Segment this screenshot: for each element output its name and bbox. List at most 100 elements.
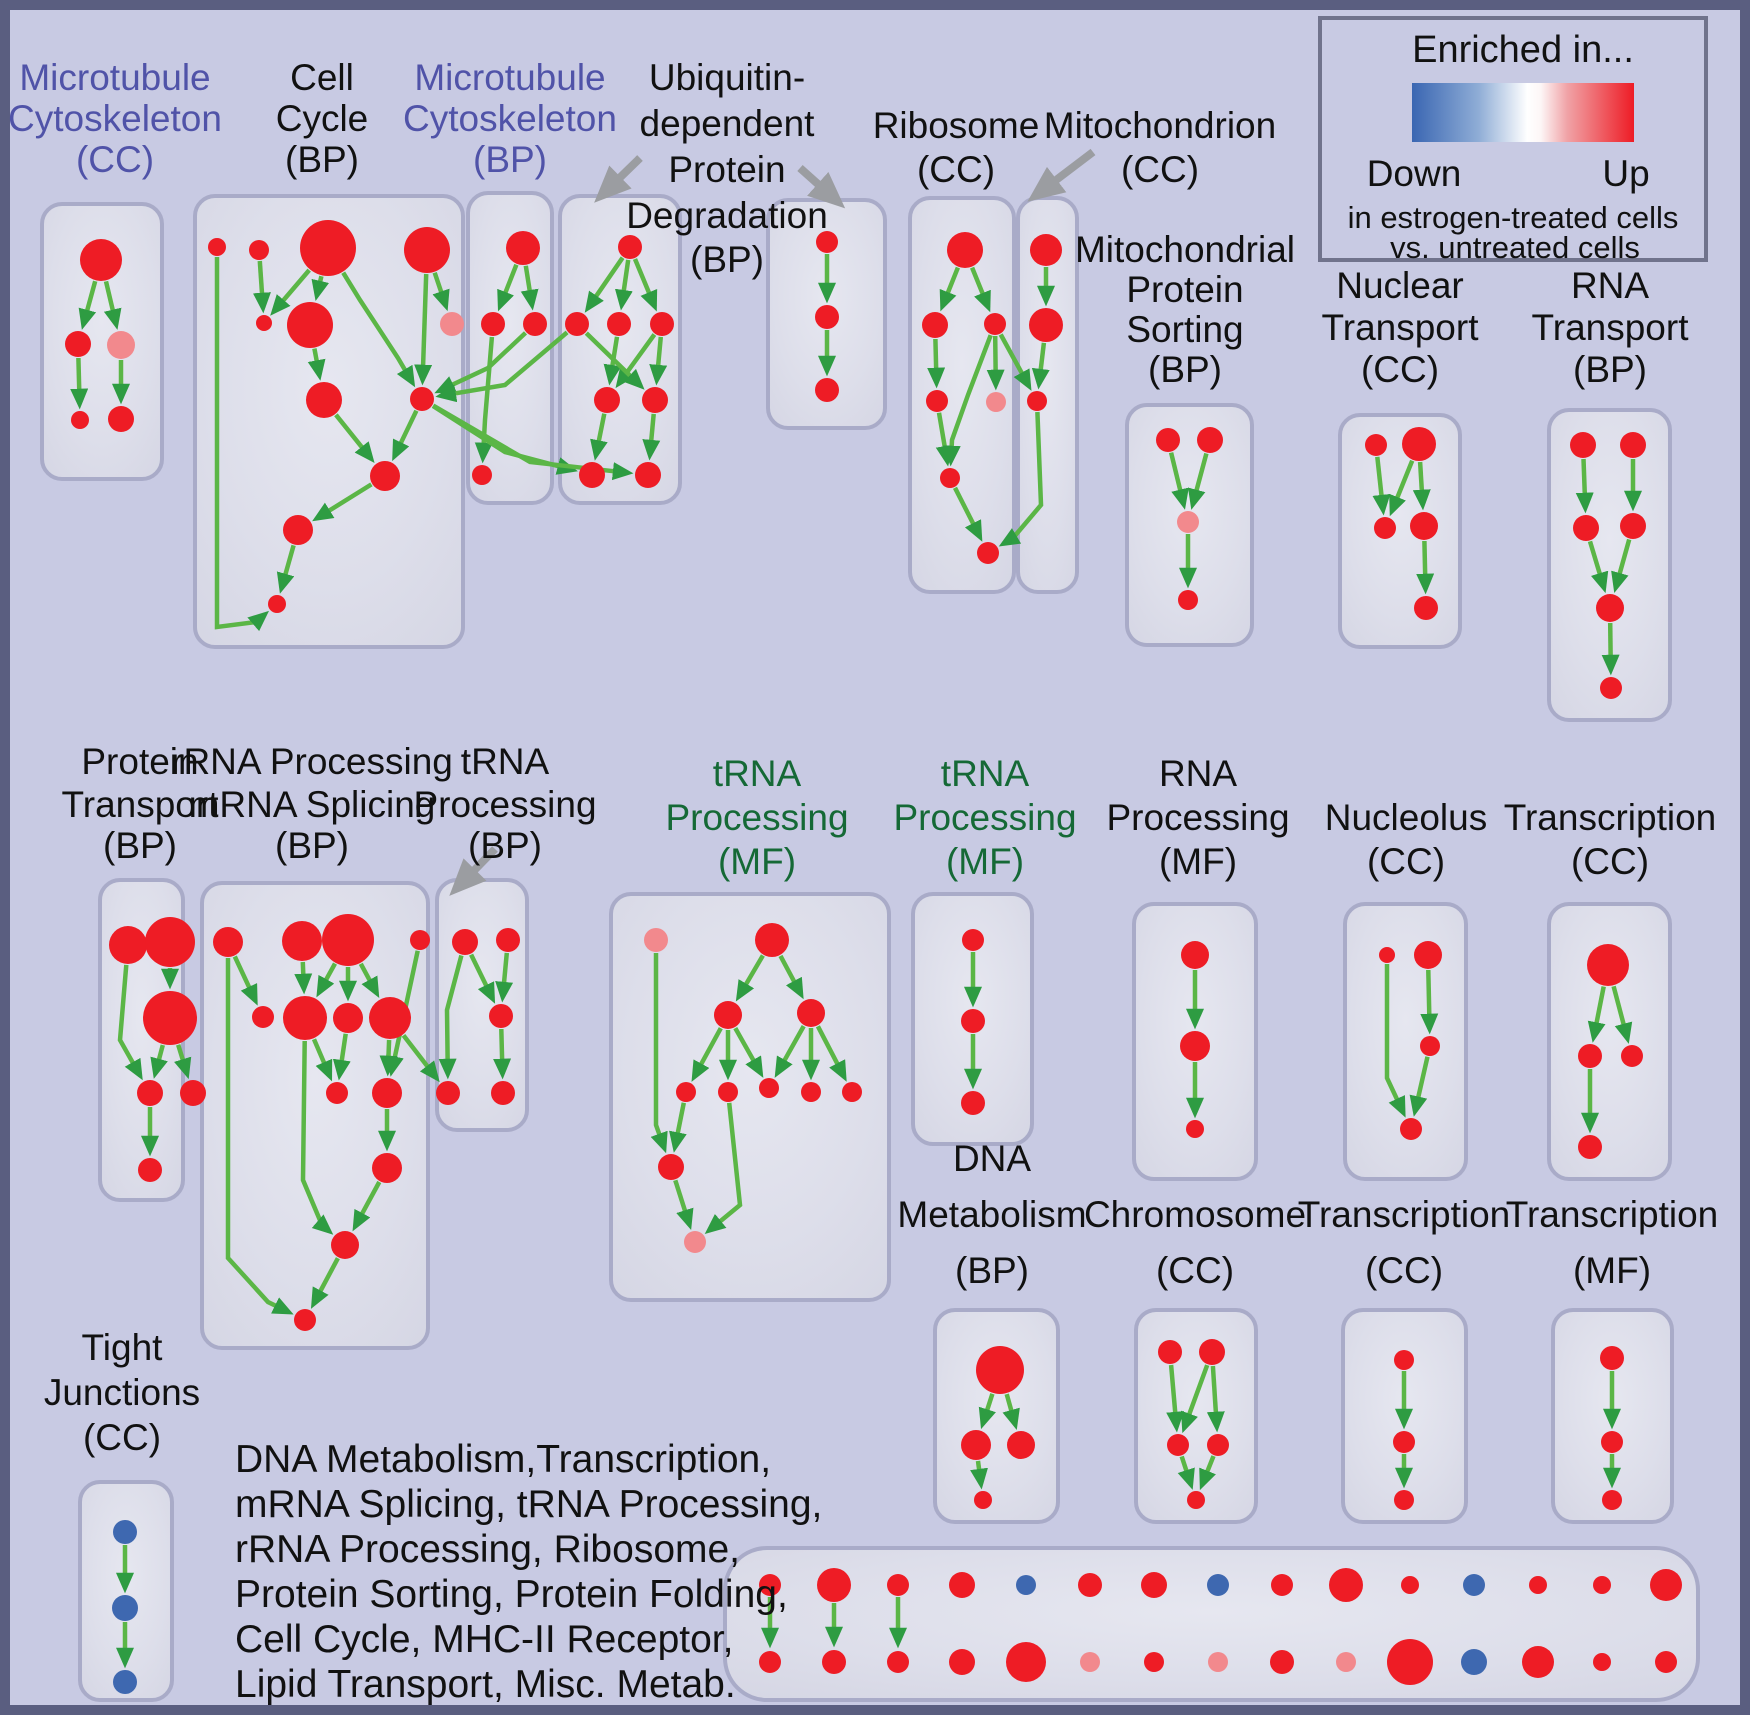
ubiquitin-1-node-2-red	[607, 312, 631, 336]
tight-junctions-box	[78, 1480, 174, 1702]
trna-processing-mf-1-edge-3	[691, 1027, 723, 1082]
summary-bottom-node-0-red	[759, 1651, 781, 1673]
mitochondrion-arrow	[1027, 148, 1096, 202]
trna-processing-bp-edge-1	[495, 952, 514, 1003]
nuclear-transport-node-4-red	[1414, 596, 1438, 620]
cross-edge-5	[998, 411, 1044, 547]
rrna-processing-label-line-2: (BP)	[275, 825, 349, 866]
trna-processing-mf-1-node-8-red	[842, 1082, 862, 1102]
ribosome-node-0-red	[947, 232, 983, 268]
cell-cycle-node-2-red	[300, 220, 356, 276]
mito-protein-sorting-label-line-3: (BP)	[1148, 349, 1222, 390]
rna-transport-node-1-red	[1620, 432, 1646, 458]
ubiquitin-1-label-line-0: Ubiquitin-	[649, 57, 805, 98]
transcription-cc-mid-edge-0	[1587, 986, 1606, 1043]
mt-cc-label-line-1: Cytoskeleton	[8, 98, 222, 139]
ribosome-node-5-red	[940, 468, 960, 488]
summary-box	[723, 1546, 1700, 1702]
dna-metabolism-edge-1	[1002, 1393, 1020, 1430]
nuclear-transport-node-0-red	[1365, 434, 1387, 456]
summary-bottom-node-3-red	[949, 1649, 975, 1675]
ribosome-node-1-red	[922, 312, 948, 338]
mt-bp-label-line-1: Cytoskeleton	[403, 98, 617, 139]
mt-bp-label-line-2: (BP)	[473, 139, 547, 180]
trna-processing-mf-1-edge-9	[669, 1102, 687, 1153]
summary-bottom-node-1-red	[822, 1650, 846, 1674]
trna-processing-mf-2-label-line-1: Processing	[893, 797, 1076, 838]
trna-processing-bp-edge-0	[469, 953, 496, 1004]
summary-bottom-node-4-red	[1006, 1642, 1046, 1682]
ribosome-node-6-red	[977, 542, 999, 564]
protein-transport-node-5-red	[138, 1158, 162, 1182]
summary-top-node-8-red	[1271, 1574, 1293, 1596]
transcription-cc-mid-node-0-red	[1587, 944, 1629, 986]
trna-processing-mf-2-node-0-red	[962, 929, 984, 951]
legend-up-label: Up	[1602, 153, 1649, 194]
tight-junctions-node-2-blue	[113, 1670, 137, 1694]
summary-top-node-4-blue	[1016, 1575, 1036, 1595]
rna-transport-edge-2	[1587, 540, 1609, 594]
rrna-processing-edge-0	[232, 955, 258, 1006]
chromosome-node-1-red	[1199, 1339, 1225, 1365]
transcription-cc-bot-label-line-0: Transcription	[1298, 1194, 1510, 1235]
mt-cc-edge-1	[103, 280, 122, 330]
ubiquitin-left-arrow	[594, 155, 643, 203]
nuclear-transport-label-line-0: Nuclear	[1336, 265, 1464, 306]
rna-transport-node-4-red	[1596, 594, 1624, 622]
footnote-line-5: Lipid Transport, Misc. Metab.	[235, 1663, 736, 1706]
trna-processing-mf-2-node-2-red	[961, 1091, 985, 1115]
transcription-cc-bot-label-line-1: (CC)	[1365, 1250, 1443, 1291]
cell-cycle-node-4-red	[256, 315, 272, 331]
transcription-mf-node-0-red	[1600, 1346, 1624, 1370]
mt-cc-node-3-red	[71, 411, 89, 429]
trna-processing-mf-1-label-line-0: tRNA	[713, 753, 802, 794]
rrna-processing-edge-12	[300, 1040, 334, 1235]
trna-processing-bp-label-line-1: Processing	[413, 784, 596, 825]
dna-metabolism-label-line-1: Metabolism	[897, 1194, 1086, 1235]
ubiquitin-1-node-0-red	[618, 235, 642, 259]
cell-cycle-label-line-1: Cycle	[276, 98, 369, 139]
ubiquitin-1-edge-1	[614, 259, 633, 311]
rrna-processing-node-2-red	[322, 914, 374, 966]
transcription-cc-mid-edge-1	[1611, 985, 1633, 1044]
rrna-processing-node-6-red	[333, 1003, 363, 1033]
nucleolus-edge-1	[1409, 1056, 1430, 1117]
trna-processing-mf-1-label-line-1: Processing	[665, 797, 848, 838]
transcription-cc-mid-node-2-red	[1621, 1045, 1643, 1067]
rna-processing-mf-label-line-0: RNA	[1159, 753, 1237, 794]
summary-bottom-node-10-red	[1387, 1639, 1433, 1685]
trna-processing-mf-2-label-line-2: (MF)	[946, 841, 1024, 882]
rna-processing-mf-label-line-1: Processing	[1106, 797, 1289, 838]
chromosome-edge-0	[1166, 1364, 1185, 1433]
chromosome-label-line-1: (CC)	[1156, 1250, 1234, 1291]
trna-processing-mf-1-node-1-red	[755, 923, 789, 957]
chromosome-edge-4	[1199, 1455, 1216, 1491]
mitochondrion-edge-1	[1031, 342, 1050, 390]
ubiquitin-1-edge-6	[649, 336, 668, 386]
ubiquitin-1-edge-7	[590, 413, 608, 461]
trna-processing-bp-label-line-0: tRNA	[461, 741, 550, 782]
cell-cycle-edge-6	[307, 348, 326, 381]
cell-cycle-edge-11	[214, 257, 270, 632]
mitochondrion-node-1-red	[1029, 308, 1063, 342]
rna-transport-label-line-1: Transport	[1532, 307, 1690, 348]
ubiquitin-1-label-line-1: dependent	[640, 103, 816, 144]
mt-cc-node-2-pink	[107, 331, 135, 359]
nuclear-transport-box	[1338, 413, 1462, 649]
rrna-processing-edge-13	[225, 958, 294, 1315]
transcription-mf-label-line-1: (MF)	[1573, 1250, 1651, 1291]
trna-processing-mf-1-edge-0	[650, 953, 668, 1154]
cell-cycle-node-11-red	[268, 595, 286, 613]
trna-processing-mf-1-edge-1	[735, 954, 765, 1002]
rrna-processing-edge-4	[358, 962, 380, 999]
ribosome-edge-3	[986, 335, 1005, 391]
tight-junctions-node-0-blue	[113, 1520, 137, 1544]
nucleolus-box	[1343, 902, 1468, 1181]
summary-top-node-2-red	[887, 1574, 909, 1596]
mt-cc-node-4-red	[108, 406, 134, 432]
trna-processing-mf-1-edge-11	[673, 1179, 694, 1231]
mt-bp-edge-0	[497, 263, 519, 312]
legend-subtitle-1: in estrogen-treated cells	[1348, 200, 1679, 235]
mito-protein-sorting-node-0-red	[1156, 428, 1180, 452]
cell-cycle-edge-5	[414, 273, 433, 386]
